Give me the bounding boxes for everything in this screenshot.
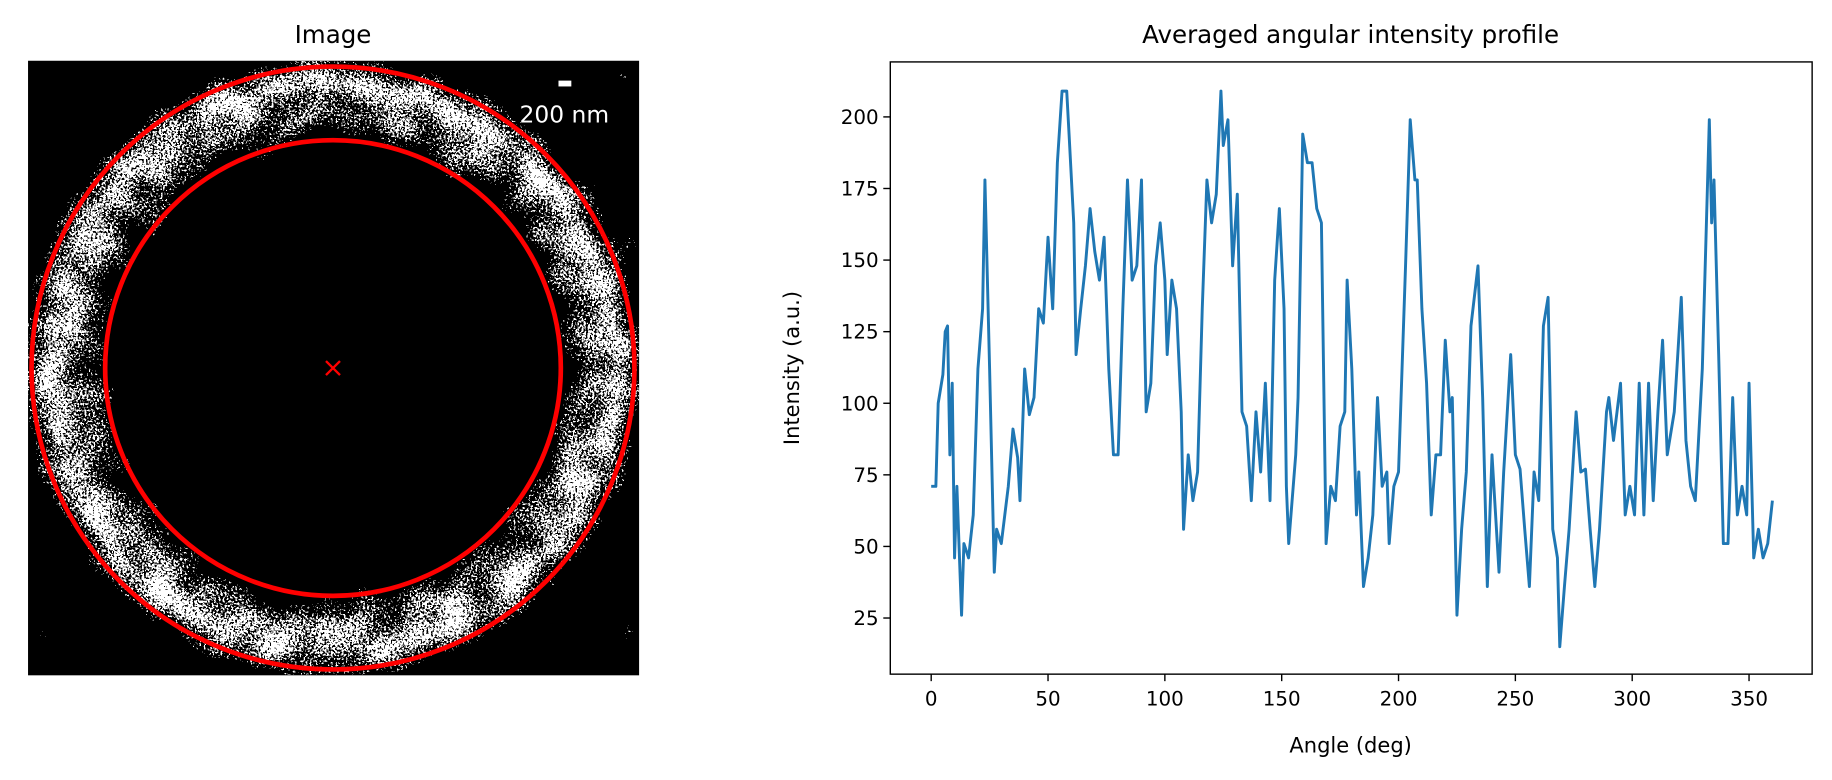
outer-circle bbox=[29, 64, 637, 672]
inner-circle bbox=[102, 137, 564, 599]
data-line bbox=[931, 89, 1774, 649]
center-marker bbox=[325, 360, 341, 376]
y-tick-label: 150 bbox=[841, 249, 879, 272]
y-tick-label: 100 bbox=[841, 392, 879, 415]
image-title: Image bbox=[295, 20, 372, 49]
y-tick-label: 25 bbox=[853, 607, 878, 630]
chart-title: Averaged angular intensity profile bbox=[1142, 20, 1559, 49]
x-tick-label: 200 bbox=[1380, 688, 1418, 711]
x-tick-label: 350 bbox=[1730, 688, 1768, 711]
y-tick-label: 75 bbox=[853, 464, 878, 487]
image-panel: Image 200 nm bbox=[28, 20, 640, 676]
y-tick-label: 125 bbox=[841, 321, 879, 344]
line-panel: Averaged angular intensity profile Angle… bbox=[779, 20, 1813, 757]
x-tick-label: 250 bbox=[1496, 688, 1534, 711]
y-tick-label: 50 bbox=[853, 535, 878, 558]
image-content: 200 nm bbox=[28, 60, 640, 676]
x-tick-label: 300 bbox=[1613, 688, 1651, 711]
y-axis-label: Intensity (a.u.) bbox=[779, 291, 804, 445]
x-axis-label: Angle (deg) bbox=[1289, 732, 1411, 757]
scale-bar-label: 200 nm bbox=[520, 101, 610, 129]
x-tick-label: 0 bbox=[925, 688, 938, 711]
x-tick-label: 150 bbox=[1263, 688, 1301, 711]
axes-frame bbox=[889, 61, 1813, 675]
y-tick-label: 175 bbox=[841, 178, 879, 201]
scale-bar bbox=[558, 80, 572, 87]
y-tick-label: 200 bbox=[841, 106, 879, 129]
x-tick-label: 50 bbox=[1035, 688, 1060, 711]
x-tick-label: 100 bbox=[1146, 688, 1184, 711]
